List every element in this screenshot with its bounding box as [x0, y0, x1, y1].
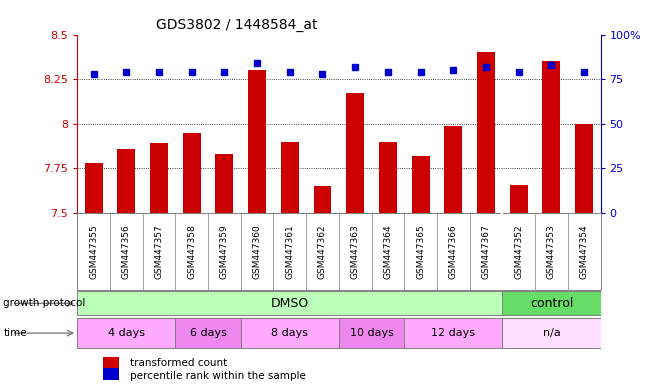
- Bar: [575, 124, 593, 213]
- Bar: [503, 318, 601, 348]
- Bar: [477, 53, 495, 213]
- Text: control: control: [530, 297, 573, 310]
- Text: GSM447353: GSM447353: [547, 224, 556, 279]
- Bar: [77, 291, 503, 316]
- Text: 12 days: 12 days: [431, 328, 475, 338]
- Bar: [150, 144, 168, 213]
- Text: GSM447366: GSM447366: [449, 224, 458, 279]
- Bar: [117, 149, 136, 213]
- Bar: [379, 142, 397, 213]
- Text: GSM447355: GSM447355: [89, 224, 98, 279]
- Bar: [103, 357, 119, 369]
- Bar: [85, 163, 103, 213]
- Bar: [215, 154, 234, 213]
- Text: transformed count: transformed count: [130, 358, 227, 368]
- Text: GSM447363: GSM447363: [351, 224, 360, 279]
- Text: DMSO: DMSO: [270, 297, 309, 310]
- Bar: [503, 291, 601, 316]
- Text: GSM447360: GSM447360: [252, 224, 262, 279]
- Bar: [542, 61, 560, 213]
- Bar: [444, 126, 462, 213]
- Text: GSM447367: GSM447367: [482, 224, 491, 279]
- Text: 8 days: 8 days: [271, 328, 308, 338]
- Text: GSM447352: GSM447352: [514, 224, 523, 279]
- Bar: [411, 156, 429, 213]
- Text: GSM447354: GSM447354: [580, 224, 588, 279]
- Text: n/a: n/a: [543, 328, 560, 338]
- Text: GDS3802 / 1448584_at: GDS3802 / 1448584_at: [156, 18, 317, 32]
- Text: 6 days: 6 days: [190, 328, 226, 338]
- Bar: [248, 70, 266, 213]
- Bar: [77, 318, 175, 348]
- Text: time: time: [3, 328, 27, 338]
- Bar: [183, 133, 201, 213]
- Bar: [404, 318, 503, 348]
- Bar: [103, 368, 119, 380]
- Text: GSM447356: GSM447356: [121, 224, 131, 279]
- Bar: [313, 186, 331, 213]
- Text: growth protocol: growth protocol: [3, 298, 86, 308]
- Text: GSM447358: GSM447358: [187, 224, 196, 279]
- Text: GSM447365: GSM447365: [416, 224, 425, 279]
- Bar: [339, 318, 404, 348]
- Bar: [241, 318, 339, 348]
- Text: GSM447357: GSM447357: [154, 224, 164, 279]
- Text: 4 days: 4 days: [108, 328, 145, 338]
- Text: GSM447359: GSM447359: [220, 224, 229, 279]
- Text: GSM447361: GSM447361: [285, 224, 295, 279]
- Bar: [280, 142, 299, 213]
- Text: GSM447362: GSM447362: [318, 224, 327, 279]
- Bar: [510, 185, 528, 213]
- Text: percentile rank within the sample: percentile rank within the sample: [130, 371, 305, 381]
- Bar: [175, 318, 241, 348]
- Bar: [346, 93, 364, 213]
- Text: 10 days: 10 days: [350, 328, 393, 338]
- Text: GSM447364: GSM447364: [383, 224, 393, 279]
